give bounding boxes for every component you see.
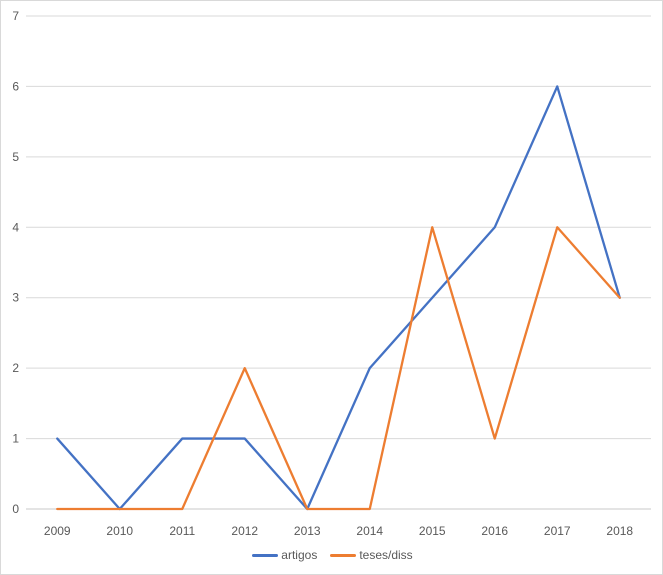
- y-axis-tick-label: 5: [12, 150, 19, 164]
- legend-label-artigos: artigos: [281, 548, 318, 562]
- x-axis-tick-label: 2018: [606, 524, 633, 538]
- x-axis-tick-label: 2013: [294, 524, 321, 538]
- legend-item-artigos[interactable]: artigos: [252, 547, 317, 563]
- y-axis-tick-label: 0: [12, 502, 19, 516]
- x-axis-tick-label: 2012: [231, 524, 258, 538]
- legend-item-teses-diss[interactable]: teses/diss: [330, 547, 413, 563]
- y-axis-tick-label: 6: [12, 79, 19, 93]
- series-line-artigos: [56, 85, 621, 511]
- x-axis-tick-label: 2014: [356, 524, 383, 538]
- x-axis-tick-label: 2015: [419, 524, 446, 538]
- x-axis-tick-label: 2017: [544, 524, 571, 538]
- y-axis-tick-label: 7: [12, 9, 19, 23]
- x-axis-tick-label: 2011: [169, 524, 195, 538]
- y-axis-tick-label: 1: [12, 432, 19, 446]
- legend-label-teses-diss: teses/diss: [359, 548, 413, 562]
- legend-line-swatch-teses-diss: [330, 553, 357, 557]
- y-axis-tick-label: 3: [12, 291, 19, 305]
- x-axis-tick-label: 2016: [481, 524, 508, 538]
- y-axis-tick-label: 2: [12, 361, 19, 375]
- x-axis-tick-label: 2009: [44, 524, 71, 538]
- x-axis-tick-label: 2010: [106, 524, 133, 538]
- legend: artigos teses/diss: [1, 547, 662, 563]
- series-line-teses-diss: [56, 226, 621, 511]
- y-axis-tick-label: 4: [12, 220, 19, 234]
- legend-line-swatch-artigos: [252, 553, 279, 557]
